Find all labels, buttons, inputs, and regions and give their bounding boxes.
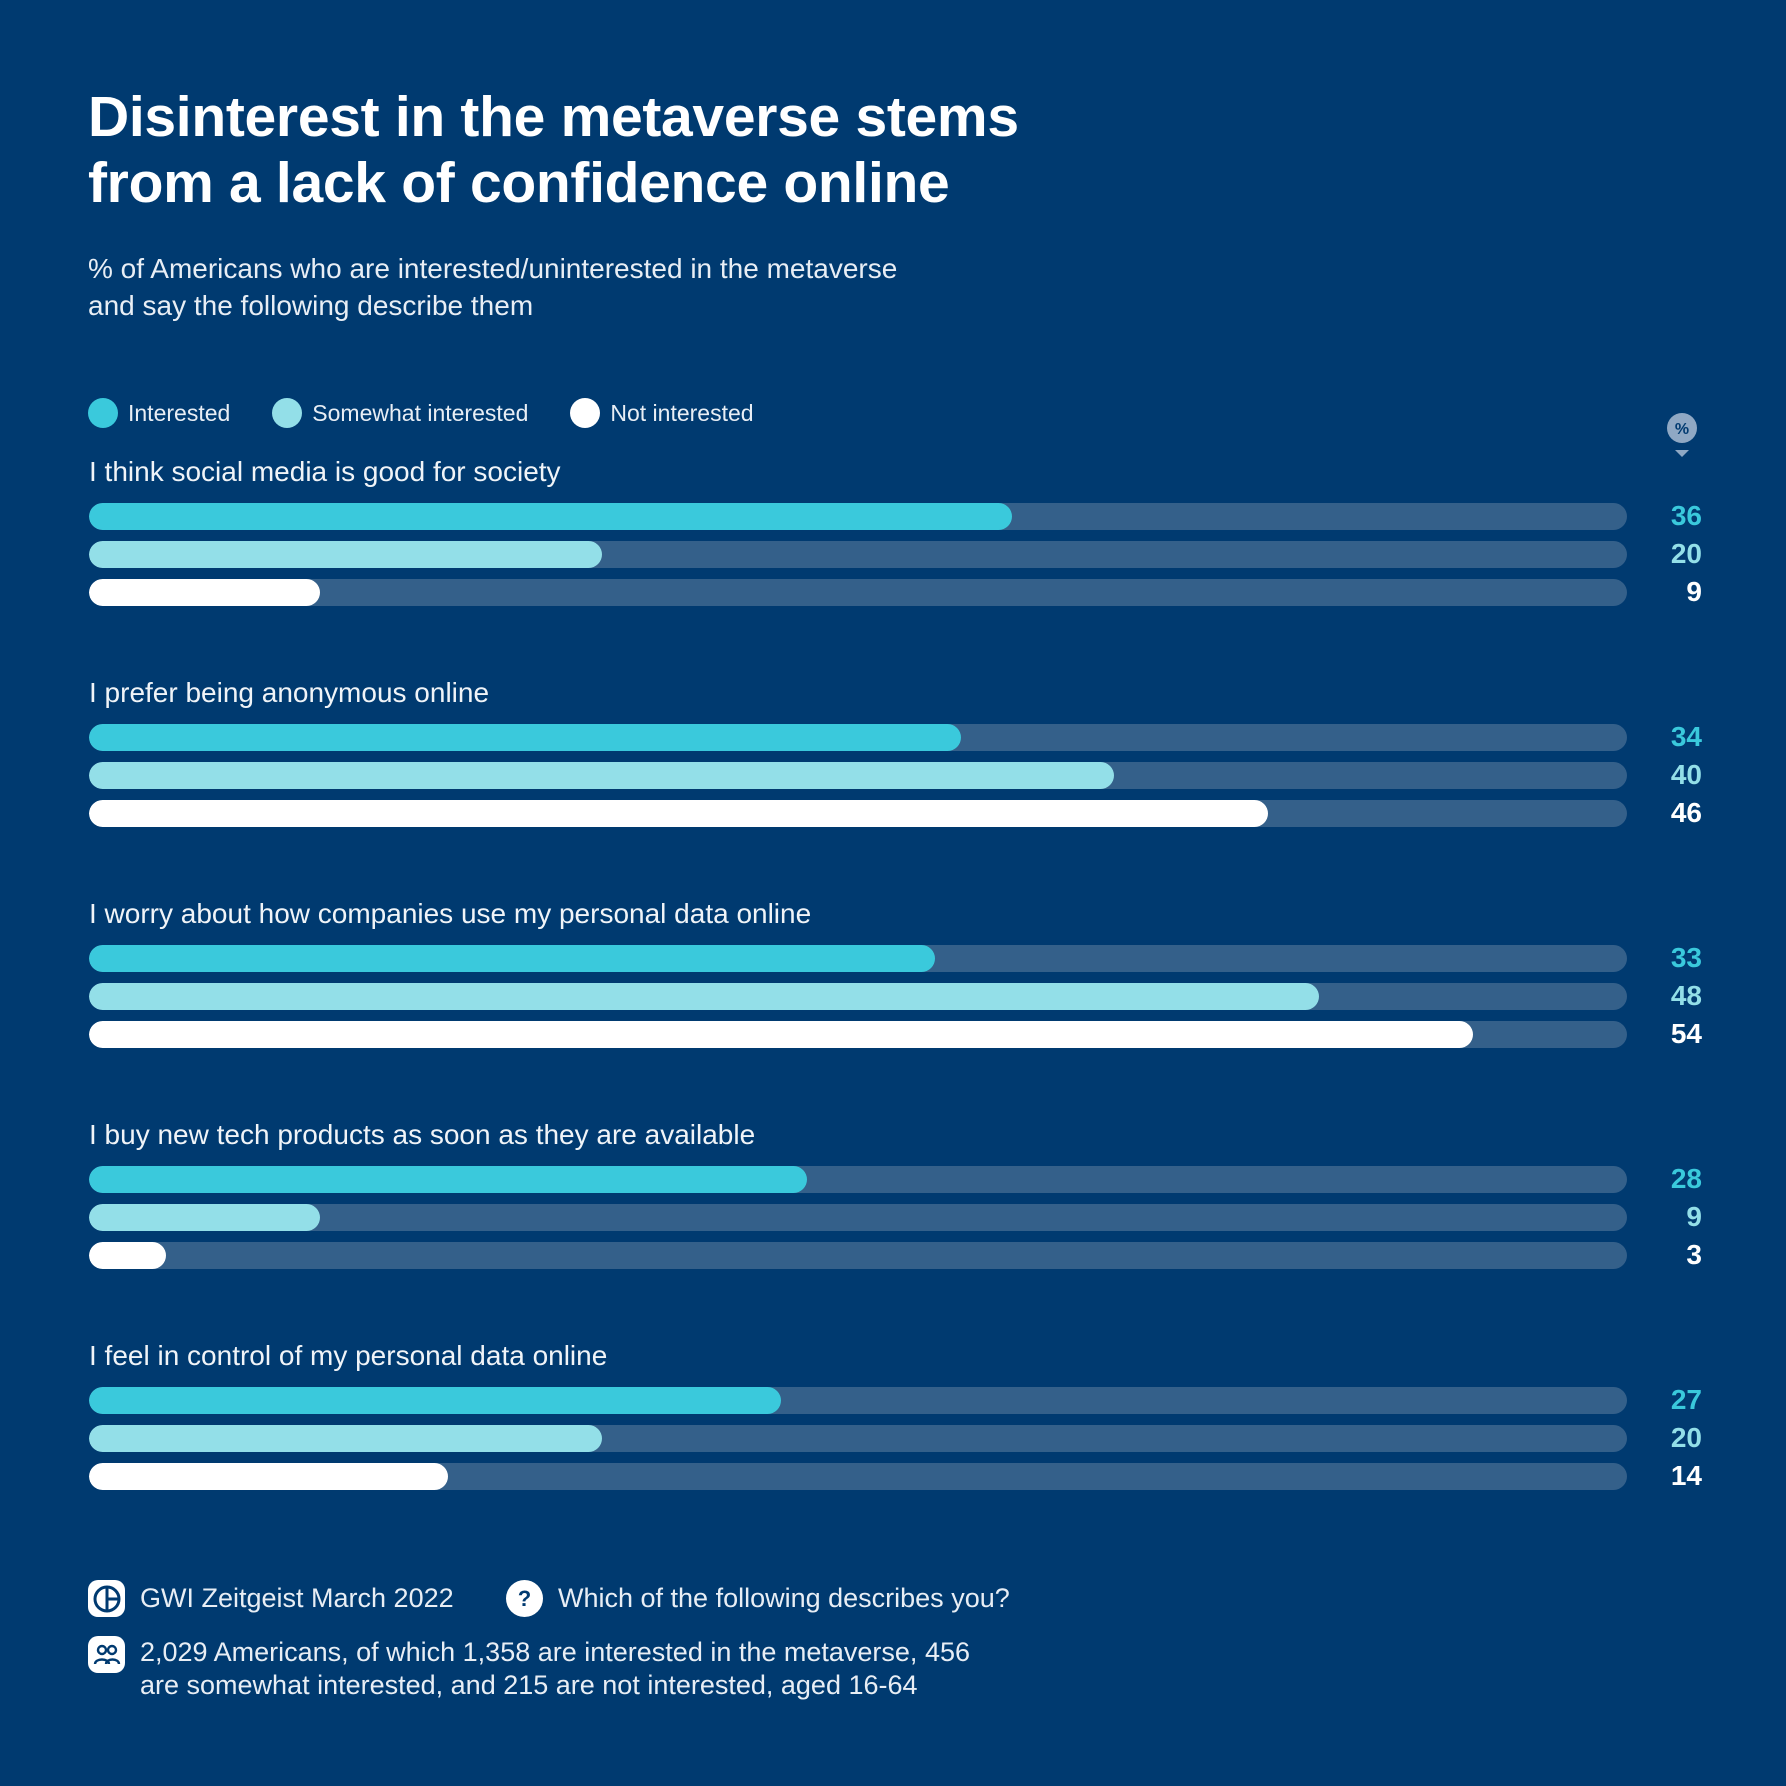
data-label-somewhat-interested: 40 [1670, 759, 1702, 790]
data-label-interested: 28 [1670, 1163, 1702, 1194]
legend-label-somewhat-interested: Somewhat interested [312, 399, 529, 426]
data-label-not-interested: 3 [1686, 1239, 1702, 1270]
percent-badge-label: % [1675, 421, 1689, 438]
legend-swatch-somewhat-interested [272, 398, 303, 428]
bar-track [89, 503, 1627, 530]
bar-somewhat-interested [89, 1425, 602, 1452]
chart-title-line-2: from a lack of confidence online [88, 151, 950, 215]
legend-swatch-interested [88, 398, 118, 428]
footer-source: GWI Zeitgeist March 2022 [88, 1580, 454, 1617]
question-icon: ? [506, 1580, 543, 1617]
legend-item-interested: Interested [88, 398, 230, 428]
bar-not-interested [89, 1463, 448, 1490]
bar-track [89, 1463, 1627, 1490]
data-label-not-interested: 46 [1670, 797, 1702, 828]
footer-sample-line-2: are somewhat interested, and 215 are not… [140, 1670, 918, 1700]
bar-not-interested [89, 1242, 166, 1269]
data-label-somewhat-interested: 48 [1670, 980, 1702, 1011]
bar-track [89, 1425, 1627, 1452]
bar-interested [89, 503, 1012, 530]
bar-track [89, 762, 1627, 789]
bar-track [89, 1242, 1627, 1269]
category-label: I worry about how companies use my perso… [89, 898, 812, 929]
legend-item-somewhat-interested: Somewhat interested [272, 398, 528, 428]
bar-not-interested [89, 1021, 1474, 1048]
bar-track [89, 945, 1627, 972]
chart-legend: Interested Somewhat interested Not inter… [88, 396, 796, 430]
bar-track [89, 579, 1627, 606]
bar-not-interested [89, 579, 320, 606]
data-label-not-interested: 54 [1670, 1018, 1702, 1049]
category-label: I feel in control of my personal data on… [89, 1340, 608, 1371]
bar-track [89, 541, 1627, 568]
bar-interested [89, 724, 961, 751]
footer-sample-line-1: 2,029 Americans, of which 1,358 are inte… [140, 1637, 970, 1667]
chart-title-line-1: Disinterest in the metaverse stems [88, 85, 1019, 149]
legend-label-not-interested: Not interested [610, 399, 754, 426]
category-label: I buy new tech products as soon as they … [89, 1119, 756, 1150]
bar-track [89, 1021, 1627, 1048]
chart-subtitle-line-1: % of Americans who are interested/uninte… [88, 253, 898, 284]
data-label-somewhat-interested: 20 [1670, 1422, 1702, 1453]
bar-track [89, 800, 1627, 827]
footer-sample: 2,029 Americans, of which 1,358 are inte… [88, 1636, 970, 1702]
data-label-not-interested: 9 [1686, 576, 1702, 607]
data-label-interested: 33 [1670, 942, 1702, 973]
bar-track [89, 1204, 1627, 1231]
data-label-somewhat-interested: 20 [1670, 538, 1702, 569]
category-label: I think social media is good for society [89, 456, 561, 487]
bar-somewhat-interested [89, 762, 1115, 789]
data-label-somewhat-interested: 9 [1686, 1201, 1702, 1232]
people-icon [88, 1636, 125, 1673]
data-label-interested: 36 [1670, 500, 1702, 531]
category-label: I prefer being anonymous online [89, 677, 490, 708]
bar-somewhat-interested [89, 983, 1320, 1010]
bar-track [89, 1387, 1627, 1414]
footer-question-text: Which of the following describes you? [558, 1583, 1010, 1613]
percent-badge-icon: % [1667, 413, 1697, 457]
bar-interested [89, 1166, 807, 1193]
bar-somewhat-interested [89, 1204, 320, 1231]
bar-track [89, 724, 1627, 751]
bar-interested [89, 945, 935, 972]
bar-not-interested [89, 800, 1269, 827]
chart-subtitle-line-2: and say the following describe them [88, 290, 534, 321]
bar-track [89, 983, 1627, 1010]
bar-track [89, 1166, 1627, 1193]
footer-sample-text: 2,029 Americans, of which 1,358 are inte… [140, 1636, 970, 1702]
bar-interested [89, 1387, 782, 1414]
legend-swatch-not-interested [570, 398, 601, 428]
footer-source-text: GWI Zeitgeist March 2022 [140, 1583, 454, 1613]
legend-item-not-interested: Not interested [570, 398, 754, 428]
chart-subtitle: % of Americans who are interested/uninte… [88, 250, 1188, 324]
data-label-interested: 34 [1670, 721, 1702, 752]
bar-somewhat-interested [89, 541, 602, 568]
footer-question: ? Which of the following describes you? [506, 1580, 1010, 1617]
legend-label-interested: Interested [128, 399, 231, 426]
chart-title: Disinterest in the metaverse stems from … [88, 84, 1288, 216]
gwi-logo-icon [88, 1580, 125, 1617]
data-label-interested: 27 [1670, 1384, 1702, 1415]
data-label-not-interested: 14 [1670, 1460, 1702, 1491]
